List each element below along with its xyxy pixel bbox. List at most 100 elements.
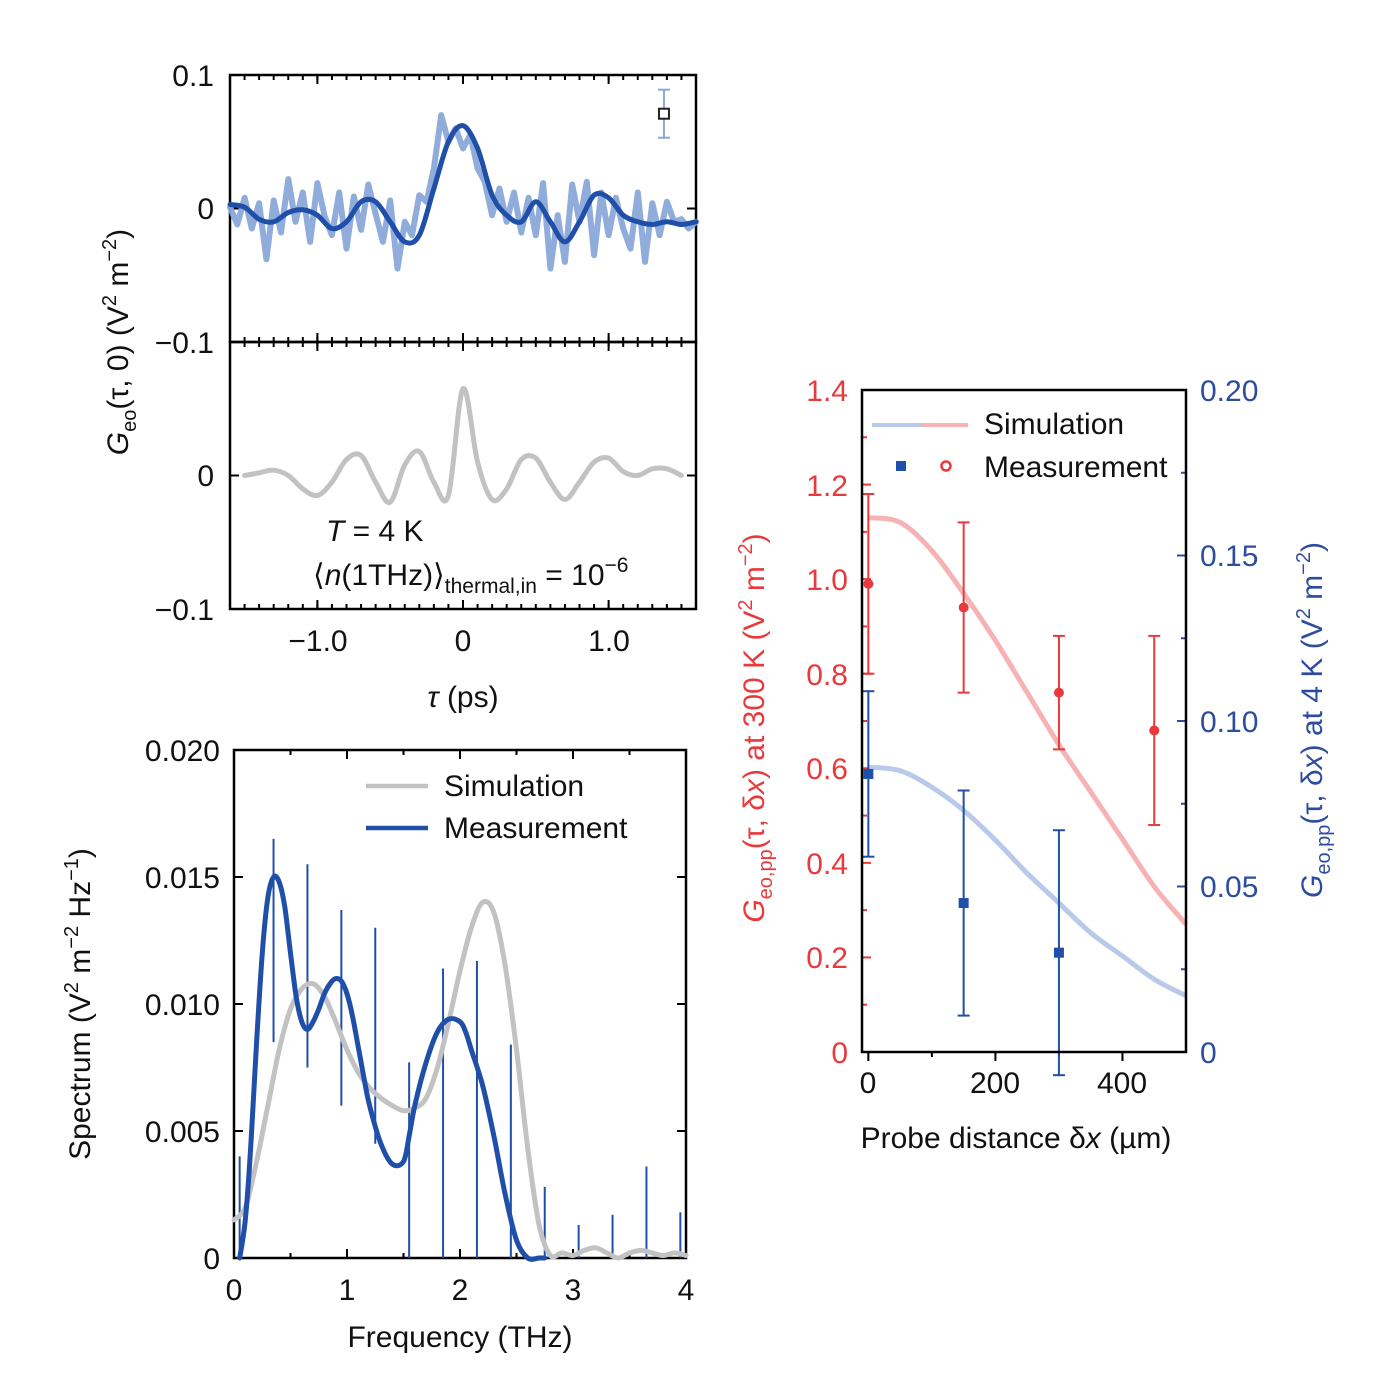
probe-legend-simulation-label: Simulation [984, 408, 1124, 441]
probe-right-ylabel-G: G [1296, 875, 1329, 898]
spectrum-ytick-label: 0.010 [145, 989, 220, 1022]
top-ytick-label: 0.1 [172, 60, 214, 93]
top-ylabel: Geo(τ, 0) (V2 m−2) [99, 229, 141, 455]
annotation-n: n [325, 559, 342, 592]
probe-right-ylabel-x: x [1296, 753, 1329, 771]
probe-left-ytick-label: 0.2 [806, 942, 848, 975]
probe-xlabel: Probe distance δx (µm) [861, 1122, 1172, 1155]
probe-left-ytick-label: 1.0 [806, 564, 848, 597]
top-ylabel-close: ) [102, 229, 135, 239]
annotation-n-rest: (1THz)⟩ [341, 559, 444, 592]
probe-simulation-4K-line [868, 764, 1188, 998]
measurement-smoothed-line [227, 123, 699, 246]
top-xlabel: τ (ps) [427, 681, 498, 714]
top-xtick-label: −1.0 [288, 625, 347, 658]
probe-left-ylabel-sup2: −2 [735, 543, 757, 566]
probe-measurement-300K-point [1149, 725, 1160, 736]
probe-right-ytick-label: 0 [1200, 1037, 1217, 1070]
probe-left-ytick-label: 1.2 [806, 470, 848, 503]
spectrum-ylabel-b: m [64, 949, 97, 982]
probe-frame [860, 388, 1188, 1054]
spectrum-ylabel-sup1: 2 [61, 982, 83, 993]
probe-measurement-4K-point [863, 768, 874, 779]
probe-right-ylabel: Geo,pp(τ, δx) at 4 K (V2 m−2) [1293, 542, 1335, 898]
probe-left-ylabel-sup: 2 [735, 599, 757, 610]
spectrum-ytick-label: 0.015 [145, 862, 220, 895]
probe-right-ytick-label: 0.20 [1200, 375, 1258, 408]
spectrum-xtick-label: 2 [452, 1274, 469, 1307]
probe-legend-red-marker [940, 460, 952, 472]
spectrum-xtick-label: 0 [226, 1274, 243, 1307]
top-ytick-label: −0.1 [155, 327, 214, 360]
annotation-eq: = 10 [537, 559, 605, 592]
top-ytick-label: 0 [197, 193, 214, 226]
annotation-sub: thermal,in [445, 575, 537, 598]
probe-right-ylabel-sub: eo,pp [1313, 825, 1335, 875]
spectrum-ylabel-d: ) [64, 848, 97, 858]
top-chart-marks [227, 74, 699, 610]
spectrum-ylabel-sup2: −2 [61, 926, 83, 949]
probe-right-ytick-label: 0.05 [1200, 871, 1258, 904]
probe-measurement-300K-point [1053, 687, 1064, 698]
probe-xtick-label: 200 [970, 1067, 1020, 1100]
probe-left-ytick-label: 0.4 [806, 848, 848, 881]
probe-left-ylabel-b: ) at 300 K (V [738, 611, 771, 779]
top-ylabel-m: m [102, 262, 135, 295]
spectrum-marks [231, 749, 689, 1262]
spectrum-xtick-label: 3 [565, 1274, 582, 1307]
annotation-T-rest: = 4 K [344, 515, 423, 548]
top-xtick-label: 1.0 [588, 625, 630, 658]
spectrum-ytick-label: 0.005 [145, 1116, 220, 1149]
probe-right-ylabel-c: m [1296, 575, 1329, 608]
annotation-sup: −6 [605, 554, 629, 577]
spectrum-xlabel: Frequency (THz) [347, 1321, 572, 1354]
spectrum-ylabel-c: Hz [64, 881, 97, 926]
probe-right-ytick-label: 0.15 [1200, 540, 1258, 573]
top-ylabel-msup: −2 [99, 239, 121, 262]
top-chart: 0.1 0 0 0 −0.1 −0.1 −1.0 0 1.0 τ (ps) Ge… [99, 60, 699, 714]
spectrum-chart: 0.020 0.015 0.010 0.005 0 0 1 2 3 4 Freq… [61, 735, 694, 1354]
legend-simulation-label: Simulation [444, 770, 584, 803]
legend-measurement-label: Measurement [444, 812, 628, 845]
probe-xlabel-b: (µm) [1101, 1122, 1172, 1155]
top-xtick-label: 0 [455, 625, 472, 658]
probe-measurement-300K-point [863, 578, 874, 589]
top-xlabel-rest: (ps) [439, 681, 499, 714]
spectrum-ytick-label: 0.020 [145, 735, 220, 768]
spectrum-simulation-line [231, 898, 689, 1261]
probe-measurement-4K-point [958, 898, 969, 909]
probe-marks [862, 389, 1188, 1077]
spectrum-ylabel: Spectrum (V2 m−2 Hz−1) [61, 848, 97, 1160]
occupation-annotation: ⟨n(1THz)⟩thermal,in = 10−6 [313, 554, 628, 598]
spectrum-xtick-label: 1 [339, 1274, 356, 1307]
probe-measurement-300K-point [958, 602, 969, 613]
probe-left-ylabel-x: x [738, 778, 771, 796]
probe-left-ytick-label: 1.4 [806, 375, 848, 408]
probe-left-ylabel-a: (τ, δ [738, 794, 771, 849]
error-bar-marker [657, 107, 670, 120]
probe-xtick-label: 400 [1097, 1067, 1147, 1100]
probe-chart: 1.4 1.2 1.0 0.8 0.6 0.4 0.2 0 0.20 0.15 … [735, 375, 1335, 1155]
spectrum-ylabel-sup3: −1 [61, 858, 83, 881]
temperature-annotation: T = 4 K [326, 515, 424, 548]
probe-right-ylabel-sup: 2 [1293, 608, 1315, 619]
probe-right-ylabel-b: ) at 4 K (V [1296, 619, 1329, 754]
top-ylabel-G: G [102, 432, 135, 455]
probe-left-ylabel: Geo,pp(τ, δx) at 300 K (V2 m−2) [735, 533, 777, 922]
probe-left-ylabel-sub: eo,pp [755, 849, 777, 899]
probe-left-ytick-label: 0.8 [806, 659, 848, 692]
spectrum-measurement-line [237, 873, 548, 1262]
probe-measurement-4K-point [1053, 947, 1064, 958]
top-ytick-label: 0 [197, 460, 214, 493]
spectrum-xtick-label: 4 [678, 1274, 695, 1307]
probe-xlabel-x: x [1084, 1122, 1102, 1155]
top-ytick-label: −0.1 [155, 594, 214, 627]
top-ylabel-rest: (τ, 0) (V [102, 306, 135, 410]
probe-simulation-300K-line [868, 515, 1188, 926]
probe-right-ylabel-sup2: −2 [1293, 552, 1315, 575]
probe-xtick-label: 0 [860, 1067, 877, 1100]
probe-xlabel-a: Probe distance δ [861, 1122, 1086, 1155]
probe-left-ytick-label: 0.6 [806, 753, 848, 786]
probe-right-ylabel-d: ) [1296, 542, 1329, 552]
